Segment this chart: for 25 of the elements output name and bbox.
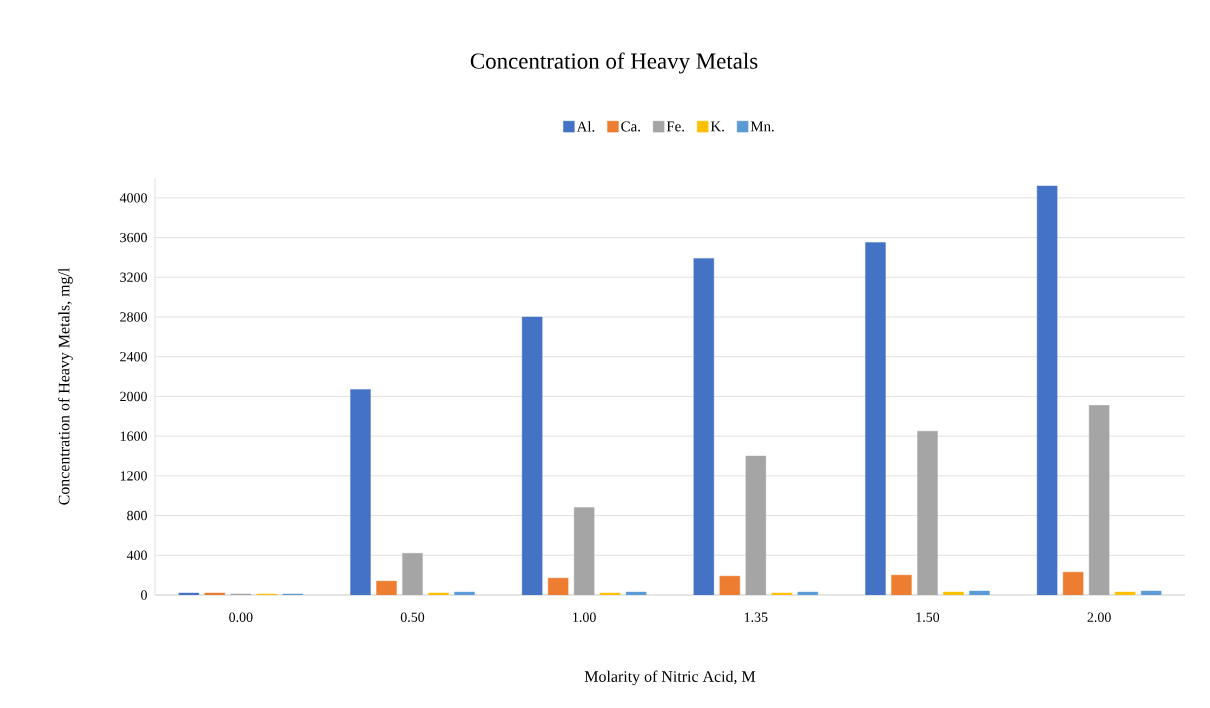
- x-tick-label: 1.00: [573, 612, 596, 622]
- y-tick-label: 1600: [120, 431, 147, 441]
- x-axis-title: Molarity of Nitric Acid, M: [584, 670, 756, 686]
- y-tick-label: 2400: [120, 351, 147, 362]
- legend-label: Ca.: [621, 121, 640, 132]
- x-tick-label: 0.00: [229, 612, 253, 622]
- legend-label: Fe.: [666, 121, 685, 132]
- y-tick-label: 800: [127, 510, 147, 521]
- x-tick-label: 1.50: [916, 612, 940, 622]
- y-tick-label: 1200: [120, 471, 147, 481]
- y-tick-label: 0: [141, 590, 147, 600]
- y-tick-label: 2800: [120, 312, 147, 322]
- y-tick-label: 2000: [120, 391, 147, 402]
- x-tick-label: 2.00: [1087, 612, 1111, 622]
- chart-title: Concentration of Heavy Metals: [470, 52, 758, 74]
- legend-label: Mn.: [750, 121, 774, 132]
- x-tick-label: 1.35: [744, 612, 768, 622]
- legend-label: K.: [710, 121, 724, 132]
- y-axis-title: Concentration of Heavy Metals, mg/l: [58, 267, 73, 505]
- y-tick-label: 4000: [119, 193, 147, 203]
- legend-label: Al.: [576, 121, 595, 132]
- y-tick-label: 400: [126, 550, 147, 560]
- y-tick-label: 3600: [120, 232, 147, 243]
- y-tick-label: 3200: [120, 272, 147, 282]
- x-tick-label: 0.50: [400, 612, 425, 622]
